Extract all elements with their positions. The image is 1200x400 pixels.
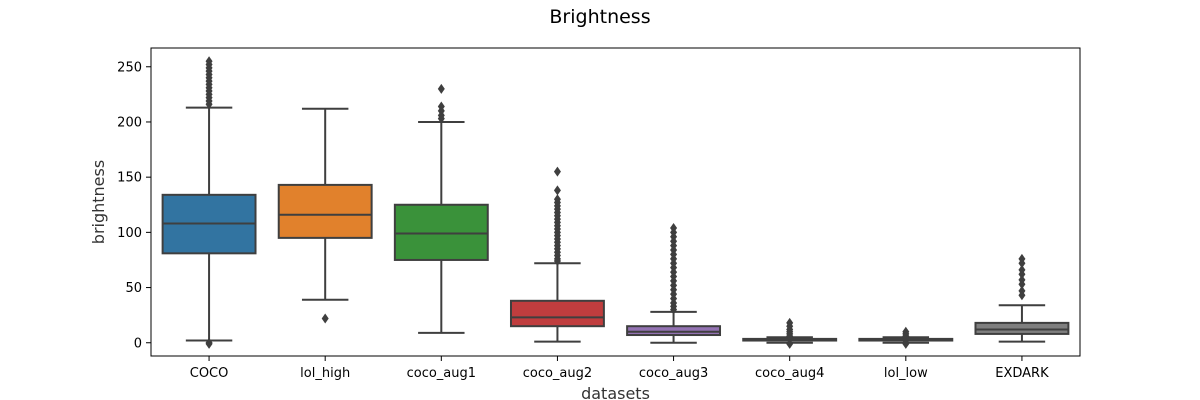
outlier-point <box>321 313 329 324</box>
box-group <box>858 326 954 349</box>
outlier-point <box>1018 269 1026 280</box>
outlier-point <box>553 185 561 196</box>
box-group <box>277 107 373 324</box>
outlier-point <box>786 338 794 349</box>
outlier-point <box>437 83 445 94</box>
outlier-point <box>553 166 561 177</box>
x-tick-label: coco_aug3 <box>639 366 708 381</box>
y-tick-label: 0 <box>134 336 142 351</box>
box-iqr <box>509 299 605 328</box>
boxes-layer <box>161 56 1070 349</box>
outlier-point <box>205 99 213 110</box>
outlier-point <box>902 331 910 342</box>
outlier-point <box>1018 258 1026 269</box>
box-group <box>974 253 1070 343</box>
x-axis-label: datasets <box>581 384 650 400</box>
outlier-point <box>437 113 445 124</box>
box-iqr <box>393 203 489 261</box>
y-tick-label: 200 <box>117 115 142 130</box>
chart-title: Brightness <box>549 6 650 28</box>
x-tick-label: coco_aug2 <box>523 366 592 381</box>
outlier-point <box>205 338 213 349</box>
x-tick-label: lol_high <box>300 366 350 381</box>
outlier-point <box>1018 279 1026 290</box>
outlier-point <box>1018 290 1026 301</box>
outlier-point <box>553 256 561 267</box>
outlier-point <box>670 304 678 315</box>
x-tick-label: coco_aug1 <box>407 366 476 381</box>
y-axis-label: brightness <box>89 160 108 244</box>
x-axis: COCO lol_high coco_aug1 coco_aug2 coco_aug3 c… <box>190 356 1049 381</box>
outlier-point <box>786 331 794 342</box>
box-group <box>626 222 722 344</box>
box-iqr <box>974 321 1070 335</box>
y-axis: 0 50 100 150 200 250 <box>117 60 151 351</box>
x-tick-label: EXDARK <box>995 366 1049 381</box>
y-tick-label: 100 <box>117 226 142 241</box>
box-group <box>509 166 605 343</box>
plot-frame <box>150 47 1081 357</box>
x-tick-label: coco_aug4 <box>755 366 824 381</box>
box-group <box>742 317 838 349</box>
box-group <box>393 83 489 334</box>
x-tick-label: lol_low <box>884 366 928 381</box>
box-group <box>161 56 257 349</box>
x-tick-label: COCO <box>190 366 229 381</box>
box-iqr <box>277 183 373 239</box>
y-tick-label: 250 <box>117 60 142 75</box>
outlier-point <box>902 338 910 349</box>
box-iqr <box>626 325 722 337</box>
y-tick-label: 150 <box>117 171 142 186</box>
y-tick-label: 50 <box>125 281 142 296</box>
